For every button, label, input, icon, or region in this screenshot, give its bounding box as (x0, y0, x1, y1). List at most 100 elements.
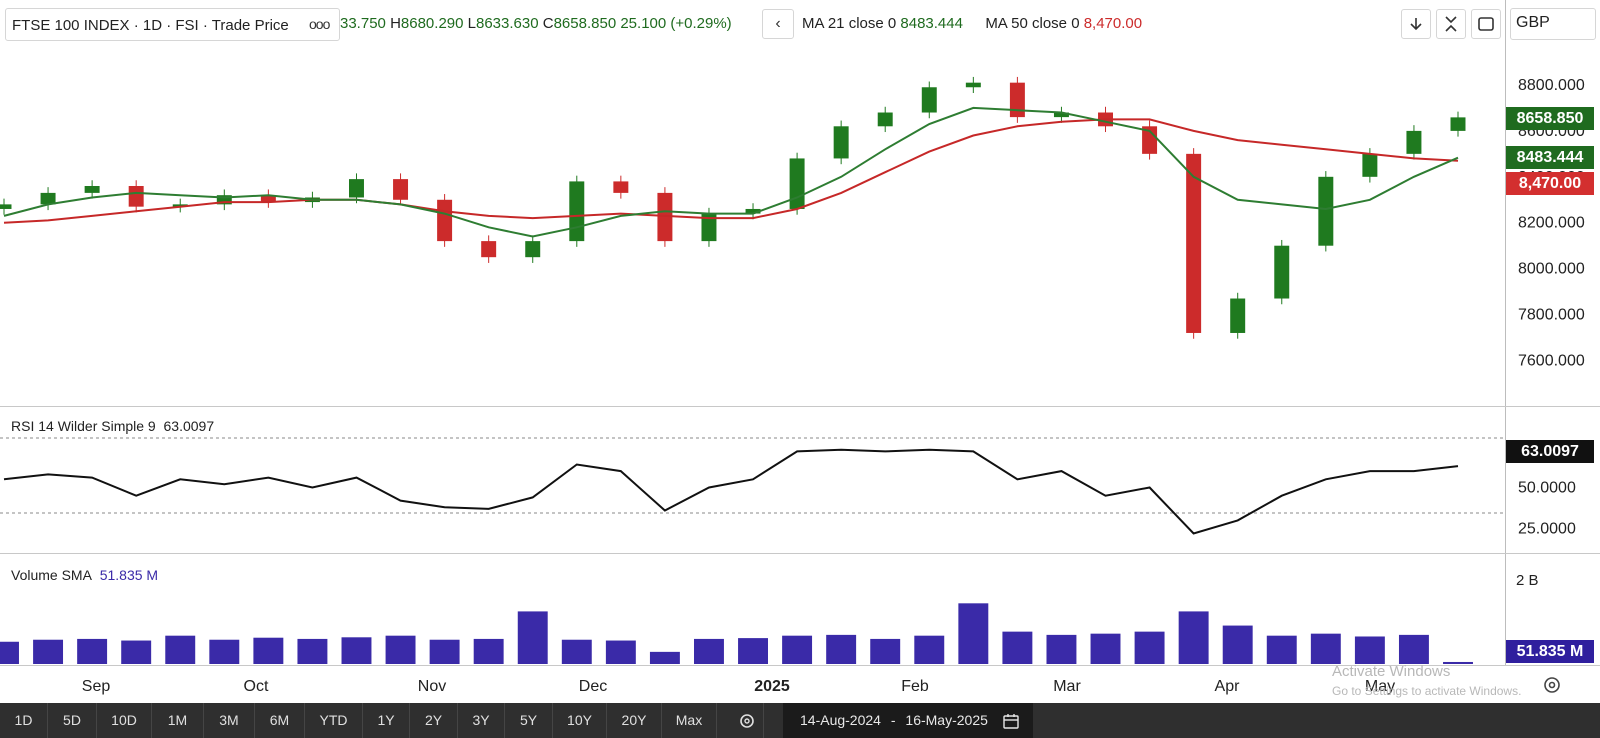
volume-bar (649, 651, 680, 664)
candle-body (1406, 130, 1422, 154)
range-button-3m[interactable]: 3M (204, 703, 255, 738)
candle-body (613, 181, 629, 193)
candle-body (40, 192, 56, 205)
currency-select[interactable]: GBP (1510, 8, 1596, 40)
volume-bar (253, 637, 284, 664)
volume-bar (429, 639, 460, 664)
range-button-1d[interactable]: 1D (0, 703, 48, 738)
range-settings-button[interactable] (731, 703, 764, 738)
volume-bar (1222, 625, 1253, 664)
volume-bar (385, 635, 416, 664)
activate-windows-watermark: Activate Windows (1332, 663, 1451, 680)
volume-bar (1310, 633, 1341, 664)
candle-body (965, 82, 981, 88)
candle-body (84, 186, 100, 193)
more-options-icon[interactable]: ooo (309, 16, 330, 32)
open-value: 33.750 (340, 15, 386, 32)
chart-settings-icon[interactable] (1541, 674, 1563, 696)
range-toolbar: 1D 5D 10D 1M 3M 6M YTD 1Y 2Y 3Y 5Y 10Y 20Y Max 14-Aug… (0, 703, 1600, 738)
ma50-value: 8,470.00 (1083, 15, 1143, 32)
candle-body (525, 241, 541, 258)
symbol-label: FTSE 100 INDEX · 1D · FSI · Trade Price (12, 17, 289, 34)
rsi-tag: 63.0097 (1506, 440, 1594, 463)
candle-body (921, 87, 937, 113)
candle-body (437, 199, 453, 242)
chart-header: FTSE 100 INDEX · 1D · FSI · Trade Price … (0, 0, 1600, 48)
volume-bar (561, 639, 592, 664)
candle-body (1186, 153, 1202, 333)
rsi-line (3, 448, 1459, 535)
download-button[interactable] (1401, 9, 1431, 39)
time-axis-label: Oct (244, 678, 269, 695)
range-button-5y[interactable]: 5Y (505, 703, 553, 738)
range-button-10d[interactable]: 10D (97, 703, 152, 738)
range-button-10y[interactable]: 10Y (553, 703, 607, 738)
time-axis: Sep Oct Nov Dec 2025 Feb Mar Apr May (82, 678, 1395, 695)
time-axis-label: Dec (579, 678, 607, 695)
axis-divider (1505, 0, 1506, 666)
range-button-5d[interactable]: 5D (48, 703, 97, 738)
collapse-button[interactable] (1436, 9, 1466, 39)
high-label: H (390, 15, 401, 32)
ma50-line (3, 118, 1459, 224)
price-tick-label: 7600.000 (1518, 353, 1585, 370)
candle-body (1230, 298, 1246, 333)
time-axis-label: Sep (82, 678, 111, 695)
ma-legend: MA 21 close 0 8483.444 MA 50 close 0 8,4… (802, 15, 1142, 32)
candle-body (0, 204, 12, 209)
refresh-button[interactable] (1471, 9, 1501, 39)
price-tick-label: 8800.000 (1518, 77, 1585, 94)
download-icon (1410, 18, 1422, 31)
rsi-readout: 63.0097 (163, 418, 215, 434)
range-button-1m[interactable]: 1M (152, 703, 204, 738)
range-button-1y[interactable]: 1Y (363, 703, 410, 738)
ma21-tag: 8483.444 (1506, 146, 1594, 169)
volume-bar (958, 603, 989, 664)
refresh-icon (1478, 17, 1494, 31)
volume-bar (738, 638, 768, 664)
price-tick-label: 7800.000 (1518, 307, 1585, 324)
candle-body (1053, 112, 1069, 118)
candle-body (172, 204, 188, 207)
collapse-icon (1445, 16, 1457, 32)
range-button-max[interactable]: Max (662, 703, 717, 738)
time-axis-label: Feb (901, 678, 929, 695)
range-button-3y[interactable]: 3Y (458, 703, 505, 738)
gear-icon (740, 714, 754, 728)
symbol-selector[interactable]: FTSE 100 INDEX · 1D · FSI · Trade Price … (5, 8, 340, 41)
range-button-6m[interactable]: 6M (255, 703, 305, 738)
date-range-picker[interactable]: 14-Aug-2024 - 16-May-2025 (783, 703, 1033, 738)
price-tick-label: 8200.000 (1518, 215, 1585, 232)
pane-separator[interactable] (0, 553, 1600, 554)
chart-canvas[interactable]: 8800.0008600.0008400.0008200.0008000.000… (0, 0, 1600, 703)
volume-bar (341, 637, 372, 664)
candle-body (789, 158, 805, 209)
volume-bar (605, 640, 636, 664)
volume-bar (870, 638, 901, 664)
candle-body (569, 181, 585, 242)
range-button-2y[interactable]: 2Y (410, 703, 458, 738)
volume-bar (1090, 633, 1121, 664)
volume-bar (1354, 636, 1385, 664)
volume-readout: 51.835 M (99, 567, 159, 583)
collapse-legend-button[interactable]: ‹ (762, 9, 794, 39)
range-button-20y[interactable]: 20Y (607, 703, 662, 738)
volume-bar (1398, 634, 1429, 664)
rsi-tick-label: 50.0000 (1518, 480, 1576, 497)
ohlc-readout: 33.750 H8680.290 L8633.630 C8658.850 25.… (340, 15, 732, 32)
calendar-icon (1003, 714, 1019, 729)
date-range-start: 14-Aug-2024 (800, 712, 881, 728)
ma21-line (3, 106, 1459, 238)
price-candles (0, 76, 1466, 339)
pane-separator[interactable] (0, 406, 1600, 407)
range-button-ytd[interactable]: YTD (305, 703, 363, 738)
time-axis-label: Mar (1053, 678, 1081, 695)
low-label: L (467, 15, 476, 32)
candle-body (1009, 82, 1025, 118)
candle-body (701, 213, 717, 242)
candle-body (1318, 176, 1334, 246)
last-price-tag: 8658.850 (1506, 107, 1594, 130)
rsi-title: RSI 14 Wilder Simple 9 63.0097 (11, 418, 214, 434)
activate-windows-subtext: Go to Settings to activate Windows. (1332, 684, 1522, 698)
candle-body (349, 179, 364, 198)
